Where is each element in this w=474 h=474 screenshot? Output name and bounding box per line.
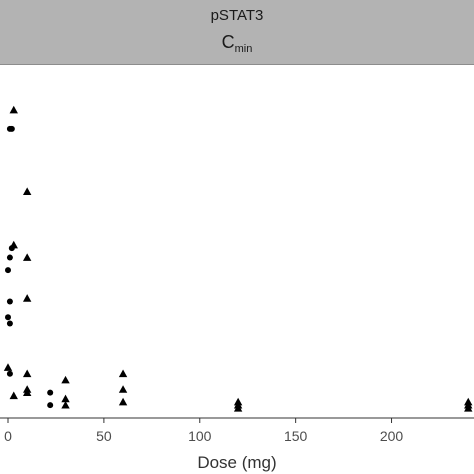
- triangle-marker: [3, 363, 13, 371]
- circle-marker: [8, 245, 15, 252]
- x-tick-label: 150: [284, 428, 308, 444]
- facet-strip: pSTAT3 Cmin: [0, 0, 474, 65]
- strip-subtitle-sub: min: [234, 43, 253, 55]
- triangle-marker: [118, 369, 128, 378]
- triangle-marker: [22, 385, 32, 393]
- triangle-marker: [22, 187, 32, 195]
- data-marks: [3, 105, 473, 412]
- circle-marker: [6, 320, 13, 327]
- x-axis-ticks: 0 50 100 150 200: [4, 418, 403, 444]
- circle-marker: [6, 370, 13, 377]
- circle-marker: [47, 389, 54, 396]
- x-tick-label: 200: [380, 428, 404, 444]
- triangle-marker: [61, 394, 70, 403]
- x-tick-label: 50: [96, 428, 112, 444]
- triangle-marker: [233, 404, 243, 412]
- x-tick-label: 100: [188, 428, 212, 444]
- x-axis-label: Dose (mg): [197, 453, 276, 472]
- circle-marker: [5, 267, 11, 274]
- circle-marker: [6, 254, 13, 261]
- strip-subtitle-main: C: [221, 32, 235, 52]
- triangle-marker: [22, 369, 32, 378]
- triangle-marker: [61, 400, 70, 409]
- circle-marker: [8, 125, 15, 132]
- triangle-marker: [61, 375, 70, 384]
- triangle-marker: [118, 385, 128, 393]
- triangle-marker: [9, 105, 18, 114]
- circle-marker: [6, 298, 13, 305]
- triangle-marker: [464, 404, 473, 412]
- triangle-marker: [118, 397, 128, 406]
- triangle-marker: [9, 391, 18, 400]
- circle-marker: [5, 314, 11, 321]
- strip-title: pSTAT3: [210, 7, 264, 24]
- circle-marker: [47, 402, 54, 409]
- triangle-marker: [22, 253, 32, 261]
- x-tick-label: 0: [4, 428, 12, 444]
- strip-subtitle: Cmin: [0, 32, 474, 55]
- triangle-marker: [22, 294, 32, 302]
